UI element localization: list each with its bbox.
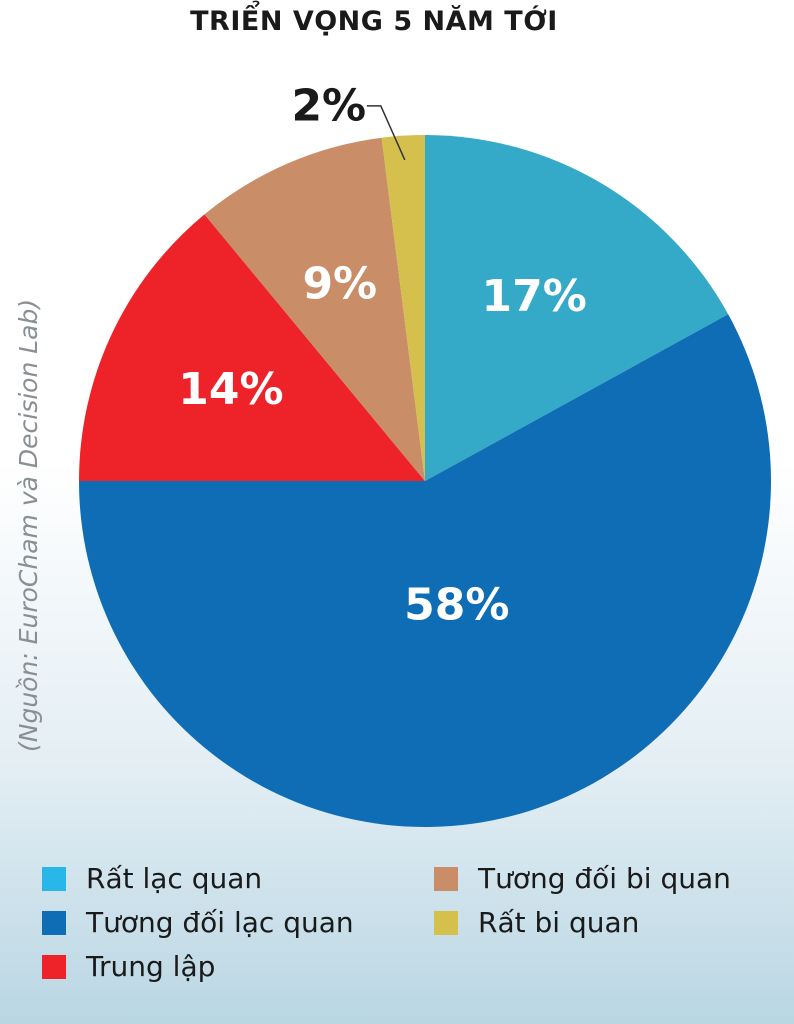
legend-label: Tương đối bi quan <box>478 862 731 895</box>
slice-value-label-1: 17% <box>482 271 587 322</box>
legend-item-2: Tương đối lạc quan <box>42 906 354 939</box>
legend: Rất lạc quan Tương đối lạc quan Trung lập T… <box>42 862 782 1012</box>
pie-slice-1 <box>425 135 729 481</box>
legend-swatch <box>42 910 66 935</box>
legend-item-5: Rất bi quan <box>434 906 639 939</box>
slice-value-label-3: 14% <box>178 364 283 415</box>
leader-line-5 <box>366 105 406 161</box>
pie-labels: 17% 58% 14% 9% 2% <box>178 80 587 630</box>
legend-swatch <box>434 910 458 935</box>
legend-swatch <box>434 866 458 891</box>
slice-value-label-2: 58% <box>404 580 509 631</box>
legend-label: Trung lập <box>86 950 216 983</box>
pie-slice-5 <box>381 135 425 481</box>
legend-label: Rất lạc quan <box>86 862 263 895</box>
legend-swatch <box>42 954 66 979</box>
legend-item-1: Rất lạc quan <box>42 862 262 895</box>
legend-item-3: Trung lập <box>42 950 215 983</box>
slice-value-label-4: 9% <box>302 259 377 310</box>
legend-label: Tương đối lạc quan <box>86 906 354 939</box>
slice-value-label-5: 2% <box>291 80 366 131</box>
pie-slice-2 <box>79 314 771 828</box>
legend-item-4: Tương đối bi quan <box>434 862 731 895</box>
pie-chart: 17% 58% 14% 9% 2% <box>79 80 771 828</box>
legend-label: Rất bi quan <box>478 906 640 939</box>
legend-swatch <box>42 866 66 891</box>
pie-slices <box>79 135 771 828</box>
pie-slice-4 <box>204 137 425 482</box>
pie-slice-3 <box>79 214 425 481</box>
chart-title: TRIỂN VỌNG 5 NĂM TỚI <box>190 6 558 37</box>
